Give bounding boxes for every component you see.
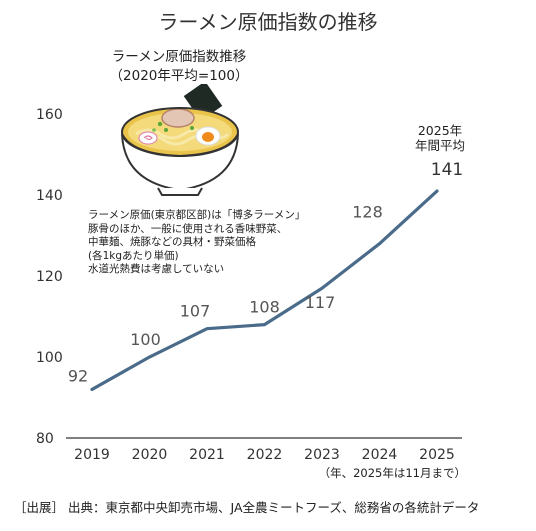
- last-point-annotation-line-1: 2025年: [417, 123, 463, 138]
- x-tick-label: 2020: [132, 447, 168, 463]
- x-tick-label: 2023: [304, 447, 340, 463]
- data-label: 92: [68, 366, 88, 385]
- note-line-3: 中華麺、焼豚などの具材・野菜価格: [88, 236, 256, 248]
- x-tick-label: 2022: [247, 447, 283, 463]
- x-tick-label: 2025: [419, 447, 455, 463]
- data-label: 117: [305, 293, 336, 312]
- series-line: [90, 189, 439, 392]
- source-note: ［出展］ 出典：東京都中央卸売市場、JA全農ミートフーズ、総務省の各統計データ: [14, 500, 480, 515]
- note-line-1: ラーメン原価(東京都区部)は「博多ラーメン」: [88, 209, 306, 221]
- y-tick-label: 160: [36, 107, 63, 123]
- x-tick-label: 2019: [74, 447, 110, 463]
- ramen-bowl-icon: [121, 84, 239, 196]
- y-tick-label: 140: [36, 188, 63, 204]
- data-label: 108: [249, 298, 280, 317]
- x-tick-label: 2024: [362, 447, 398, 463]
- note-line-5: 水道光熱費は考慮していない: [88, 263, 225, 275]
- inset-title-line-1: ラーメン原価指数推移: [111, 49, 247, 65]
- note-line-2: 豚骨のほか、一般に使用される香味野菜、: [88, 222, 288, 235]
- data-label: 100: [130, 330, 161, 349]
- inset-title-line-2: （2020年平均=100）: [109, 68, 249, 84]
- data-label: 141: [431, 160, 463, 180]
- inset-title: ラーメン原価指数推移 （2020年平均=100）: [94, 48, 264, 86]
- y-tick-label: 100: [36, 350, 63, 366]
- x-axis-unit-note: （年、2025年は11月まで）: [318, 466, 466, 480]
- chart-note: ラーメン原価(東京都区部)は「博多ラーメン」 豚骨のほか、一般に使用される香味野…: [88, 209, 305, 277]
- y-tick-label: 120: [36, 269, 63, 285]
- data-label: 107: [180, 302, 211, 321]
- note-line-4: (各1kgあたり単価): [88, 249, 179, 262]
- last-point-annotation: 2025年 年間平均: [410, 123, 470, 153]
- y-tick-label: 80: [36, 431, 54, 447]
- chart-title: ラーメン原価指数の推移: [158, 10, 378, 34]
- last-point-annotation-line-2: 年間平均: [414, 138, 465, 153]
- x-tick-label: 2021: [189, 447, 225, 463]
- data-label: 128: [352, 203, 383, 222]
